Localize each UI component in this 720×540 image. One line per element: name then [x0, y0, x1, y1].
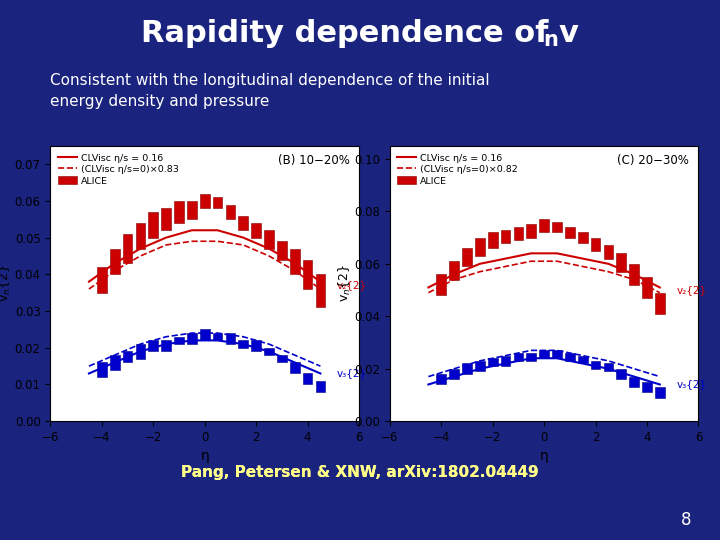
- Bar: [603, 363, 613, 372]
- Text: Pang, Petersen & XNW, arXiv:1802.04449: Pang, Petersen & XNW, arXiv:1802.04449: [181, 465, 539, 480]
- Bar: [302, 374, 312, 384]
- Text: v₃{2}: v₃{2}: [337, 368, 367, 379]
- Bar: [552, 222, 562, 232]
- Bar: [500, 356, 510, 366]
- Bar: [161, 340, 171, 352]
- Bar: [110, 355, 120, 370]
- Bar: [462, 248, 472, 266]
- Bar: [590, 238, 600, 251]
- Bar: [642, 277, 652, 298]
- Bar: [225, 205, 235, 219]
- Bar: [603, 246, 613, 259]
- Bar: [315, 381, 325, 392]
- Bar: [264, 348, 274, 355]
- Bar: [577, 232, 588, 243]
- Bar: [251, 223, 261, 238]
- Bar: [436, 374, 446, 384]
- Bar: [302, 260, 312, 289]
- Bar: [539, 350, 549, 358]
- Bar: [577, 356, 588, 363]
- Bar: [565, 353, 575, 361]
- Text: v₂{2}: v₂{2}: [337, 280, 367, 291]
- Bar: [449, 261, 459, 280]
- Text: 8: 8: [680, 511, 691, 529]
- Bar: [97, 267, 107, 293]
- Bar: [539, 219, 549, 232]
- Bar: [513, 353, 523, 361]
- Bar: [200, 193, 210, 208]
- Bar: [161, 208, 171, 230]
- Bar: [526, 225, 536, 238]
- Bar: [642, 382, 652, 393]
- Bar: [616, 253, 626, 272]
- Bar: [238, 340, 248, 348]
- Text: Rapidity dependence of v: Rapidity dependence of v: [141, 19, 579, 48]
- Bar: [462, 363, 472, 374]
- Bar: [315, 274, 325, 307]
- Bar: [122, 234, 132, 264]
- Text: Consistent with the longitudinal dependence of the initial
energy density and pr: Consistent with the longitudinal depende…: [50, 73, 490, 109]
- Bar: [122, 352, 132, 362]
- Bar: [500, 230, 510, 243]
- Text: Pang, Petersen & XNW, arXiv:1802.04449: Pang, Petersen & XNW, arXiv:1802.04449: [181, 465, 539, 480]
- Bar: [135, 344, 145, 359]
- Bar: [629, 264, 639, 285]
- Bar: [148, 212, 158, 238]
- Bar: [277, 355, 287, 362]
- Legend: CLVisc η/s = 0.16, (CLVisc η/s=0)×0.83, ALICE: CLVisc η/s = 0.16, (CLVisc η/s=0)×0.83, …: [55, 151, 181, 188]
- Bar: [212, 333, 222, 340]
- Bar: [148, 340, 158, 352]
- Bar: [225, 333, 235, 344]
- Bar: [200, 329, 210, 340]
- Bar: [251, 340, 261, 352]
- Bar: [264, 230, 274, 248]
- Legend: CLVisc η/s = 0.16, (CLVisc η/s=0)×0.82, ALICE: CLVisc η/s = 0.16, (CLVisc η/s=0)×0.82, …: [395, 151, 521, 188]
- Bar: [629, 376, 639, 387]
- Bar: [565, 227, 575, 238]
- Bar: [289, 248, 300, 274]
- Bar: [187, 333, 197, 344]
- Bar: [174, 201, 184, 223]
- Bar: [655, 293, 665, 314]
- X-axis label: η: η: [200, 449, 209, 463]
- Bar: [488, 232, 498, 248]
- Bar: [655, 387, 665, 397]
- Y-axis label: v$_n${2}: v$_n${2}: [0, 265, 13, 302]
- Bar: [526, 353, 536, 361]
- Bar: [590, 361, 600, 369]
- Bar: [212, 197, 222, 208]
- Text: (B) 10−20%: (B) 10−20%: [278, 154, 350, 167]
- Bar: [552, 350, 562, 358]
- Bar: [238, 215, 248, 230]
- Bar: [475, 361, 485, 372]
- Y-axis label: v$_n${2}: v$_n${2}: [337, 265, 353, 302]
- Bar: [187, 201, 197, 219]
- Text: v₃{2}: v₃{2}: [677, 380, 706, 389]
- Bar: [174, 337, 184, 344]
- Bar: [475, 238, 485, 256]
- Bar: [449, 369, 459, 379]
- Bar: [616, 369, 626, 379]
- X-axis label: η: η: [540, 449, 549, 463]
- Text: n: n: [544, 30, 559, 50]
- Bar: [289, 362, 300, 374]
- Bar: [277, 241, 287, 260]
- Bar: [97, 362, 107, 377]
- Text: (C) 20−30%: (C) 20−30%: [617, 154, 689, 167]
- Bar: [135, 223, 145, 248]
- Bar: [110, 248, 120, 274]
- Bar: [436, 274, 446, 295]
- Bar: [513, 227, 523, 240]
- Text: v₂{2}: v₂{2}: [677, 285, 706, 295]
- Bar: [488, 358, 498, 366]
